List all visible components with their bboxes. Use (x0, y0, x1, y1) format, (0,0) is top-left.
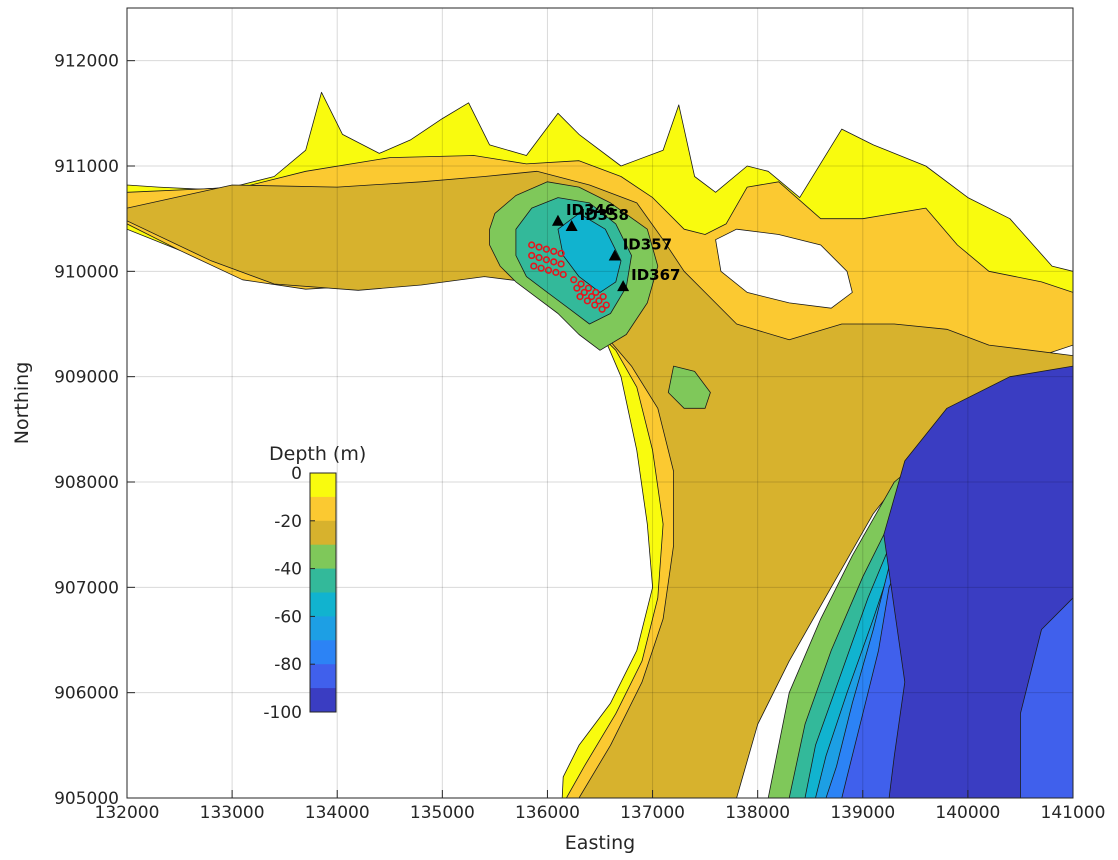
x-tick-label-4: 136000 (515, 803, 580, 823)
sample-point-28 (598, 305, 606, 313)
station-label-1: ID358 (580, 206, 629, 224)
sample-point-6 (535, 254, 543, 262)
y-tick-label-4: 909000 (54, 368, 119, 388)
colorbar-tick-label-0: 0 (291, 464, 302, 484)
sample-point-0 (528, 241, 536, 249)
bathymetry-contours (127, 91, 1073, 798)
land-area-0 (715, 228, 853, 309)
sample-point-2 (542, 245, 550, 253)
sample-point-12 (544, 266, 553, 274)
colorbar-swatch-4 (310, 568, 336, 593)
sample-point-15 (570, 276, 578, 284)
sample-point-9 (557, 260, 565, 268)
sample-point-24 (602, 301, 610, 309)
x-tick-label-6: 138000 (725, 803, 790, 823)
colorbar-swatch-6 (310, 616, 336, 641)
depth-band-6 (667, 365, 711, 409)
y-tick-label-2: 907000 (54, 578, 119, 598)
colorbar-title: Depth (m) (269, 443, 366, 465)
station-label-2: ID357 (623, 236, 672, 254)
colorbar-frame (309, 472, 337, 713)
y-tick-label-7: 912000 (54, 52, 119, 72)
colorbar: 0 -20 -40 -60 -80 -100 (263, 464, 337, 723)
land-areas (715, 228, 853, 309)
sample-point-10 (530, 262, 538, 270)
sample-point-18 (592, 288, 600, 297)
sample-point-4 (557, 249, 565, 258)
depth-band-13 (883, 365, 1073, 798)
sample-points (528, 241, 610, 313)
colorbar-swatch-9 (310, 688, 336, 713)
sample-point-26 (583, 297, 591, 305)
station-marker-2 (608, 249, 621, 261)
x-tick-label-0: 132000 (95, 803, 160, 823)
sample-point-19 (599, 293, 607, 301)
sample-point-3 (550, 247, 558, 255)
sample-point-8 (550, 258, 558, 266)
colorbar-tick-label-4: -80 (274, 655, 302, 675)
sample-point-14 (559, 270, 567, 279)
sample-point-5 (528, 251, 536, 260)
station-label-3: ID367 (631, 266, 680, 284)
y-tick-label-6: 911000 (54, 157, 119, 177)
x-axis-label: Easting (565, 832, 635, 854)
y-tick-label-5: 910000 (54, 262, 119, 282)
x-tick-label-1: 133000 (200, 803, 265, 823)
station-marker-1 (565, 220, 578, 232)
plot-frame (126, 7, 1074, 799)
y-axis-label: Northing (11, 362, 33, 445)
x-tick-label-8: 140000 (935, 803, 1000, 823)
x-tick-label-3: 135000 (410, 803, 475, 823)
colorbar-tick-label-2: -40 (274, 560, 302, 580)
station-marker-0 (551, 214, 564, 226)
colorbar-tick-label-1: -20 (274, 512, 302, 532)
colorbar-tick-label-5: -100 (263, 703, 302, 723)
depth-band-5 (557, 212, 622, 293)
grid-lines (126, 8, 1074, 799)
y-tick-label-1: 906000 (54, 684, 119, 704)
y-tick-label-3: 908000 (54, 473, 119, 493)
sample-point-23 (595, 297, 603, 305)
x-tick-label-9: 141000 (1041, 803, 1106, 823)
station-marker-3 (617, 280, 630, 292)
colorbar-swatch-2 (310, 520, 336, 546)
colorbar-swatch-1 (310, 496, 336, 522)
colorbar-swatch-0 (310, 473, 336, 498)
sample-point-20 (573, 284, 581, 292)
sample-point-1 (535, 243, 543, 251)
x-tick-label-2: 134000 (305, 803, 370, 823)
sample-point-21 (580, 288, 588, 297)
x-tick-label-7: 139000 (830, 803, 895, 823)
sample-point-27 (591, 301, 599, 309)
sample-point-17 (584, 284, 593, 292)
sample-point-22 (587, 293, 596, 301)
sample-point-11 (537, 264, 545, 272)
sample-point-13 (552, 268, 560, 276)
colorbar-swatch-5 (310, 592, 336, 617)
y-tick-label-0: 905000 (54, 789, 119, 809)
colorbar-swatch-3 (310, 544, 336, 570)
x-axis-ticks: 132000 133000 134000 135000 136000 137000 1380… (95, 790, 1106, 823)
x-tick-label-5: 137000 (620, 803, 685, 823)
colorbar-swatch-8 (310, 664, 336, 689)
station-label-0: ID346 (566, 201, 615, 219)
sample-point-25 (576, 293, 584, 301)
y-axis-ticks: 905000 906000 907000 908000 909000 910000 9110… (54, 52, 135, 809)
sample-point-16 (577, 280, 585, 288)
colorbar-tick-label-3: -60 (274, 607, 302, 627)
sample-point-7 (542, 256, 550, 264)
colorbar-swatch-7 (310, 640, 336, 665)
